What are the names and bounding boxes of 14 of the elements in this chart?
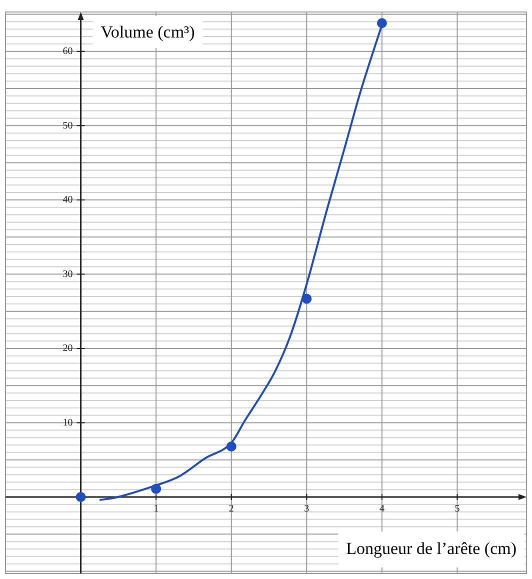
x-tick-label: 5 xyxy=(454,504,460,515)
y-axis-title: Volume (cm³) xyxy=(100,22,195,42)
y-tick-label: 50 xyxy=(62,120,73,132)
y-tick-label: 40 xyxy=(62,194,73,206)
x-axis-title: Longueur de l’arête (cm) xyxy=(346,538,517,558)
x-tick-label: 2 xyxy=(228,504,234,515)
y-tick-label: 30 xyxy=(62,268,73,280)
y-tick-label: 60 xyxy=(62,46,73,57)
y-tick-label: 20 xyxy=(62,343,73,354)
x-tick-label: 4 xyxy=(379,504,384,515)
x-tick-label: 1 xyxy=(154,504,159,515)
y-tick-label: 10 xyxy=(62,417,73,428)
point xyxy=(76,492,86,502)
x-tick-label: 3 xyxy=(304,504,310,515)
